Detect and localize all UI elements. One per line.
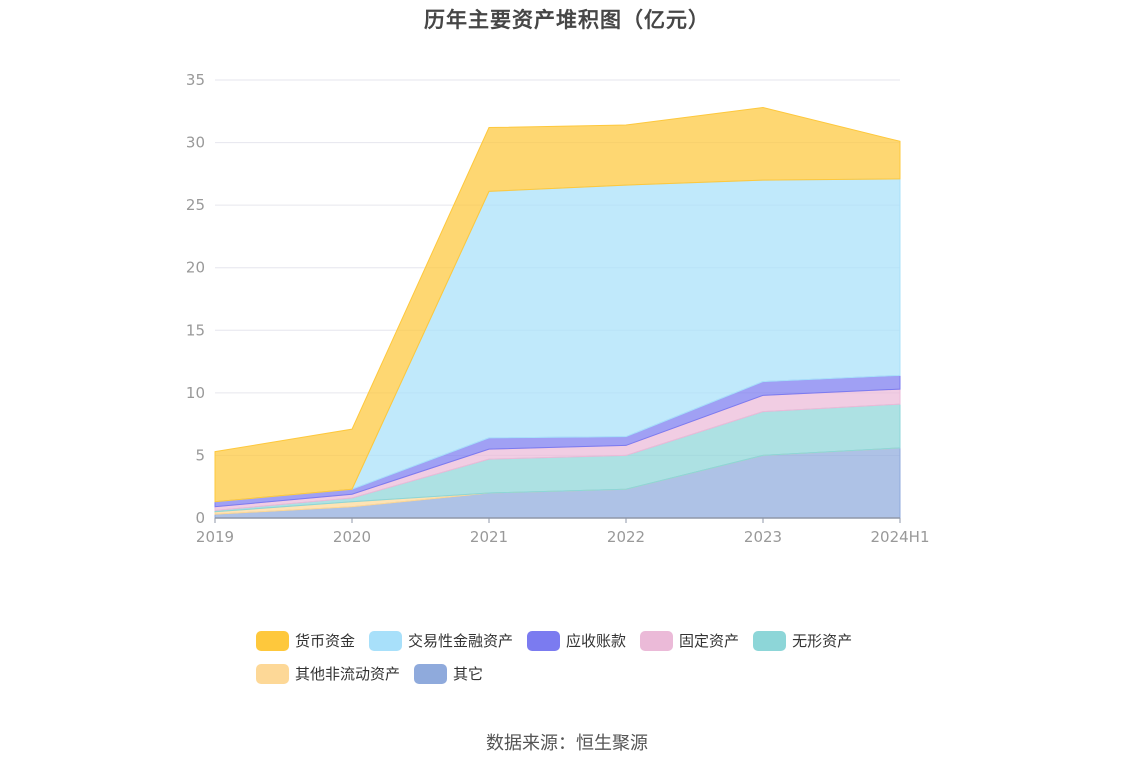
x-tick-label: 2023 <box>744 528 782 546</box>
legend-swatch <box>256 663 289 684</box>
legend-label: 无形资产 <box>792 632 853 650</box>
y-tick-label: 15 <box>186 321 205 339</box>
legend-label: 固定资产 <box>679 632 740 650</box>
legend-item[interactable]: 无形资产 <box>753 630 852 651</box>
y-tick-label: 0 <box>195 509 205 527</box>
chart-title: 历年主要资产堆积图（亿元） <box>424 8 710 32</box>
legend-swatch <box>640 630 674 651</box>
data-source: 数据来源：恒生聚源 <box>486 733 648 754</box>
legend-swatch <box>369 630 403 651</box>
legend-swatch <box>527 630 561 651</box>
area-layer <box>214 107 901 519</box>
legend-item[interactable]: 应收账款 <box>527 630 626 651</box>
y-tick-label: 20 <box>186 259 205 277</box>
legend-item[interactable]: 交易性金融资产 <box>369 630 513 651</box>
legend-label: 货币资金 <box>295 632 356 650</box>
legend-item[interactable]: 货币资金 <box>256 630 355 651</box>
axes: 0 5 10 15 20 25 30 35 2019 2020 2021 2022 2023 2024H1 <box>186 71 930 546</box>
stacked-area-chart: 0 5 10 15 20 25 30 35 2019 2020 2021 2022 2023 2024H1 <box>186 71 930 546</box>
legend-item[interactable]: 固定资产 <box>640 630 739 651</box>
y-tick-label: 35 <box>186 71 205 89</box>
legend-label: 其它 <box>453 665 484 683</box>
legend: 货币资金 交易性金融资产 应收账款 固定资产 无形资产其他非流动资产 其它 <box>256 630 936 684</box>
x-tick-label: 2021 <box>470 528 508 546</box>
y-tick-label: 10 <box>186 384 205 402</box>
legend-label: 交易性金融资产 <box>408 632 514 650</box>
x-tick-label: 2024H1 <box>871 528 930 546</box>
x-tick-label: 2019 <box>196 528 234 546</box>
x-tick-label: 2020 <box>333 528 371 546</box>
legend-label: 其他非流动资产 <box>295 665 401 683</box>
legend-label: 应收账款 <box>566 632 627 650</box>
x-tick-label: 2022 <box>607 528 645 546</box>
legend-item[interactable]: 其他非流动资产 <box>256 663 400 684</box>
legend-swatch <box>753 630 787 651</box>
legend-swatch <box>256 630 289 651</box>
y-tick-label: 30 <box>186 134 205 152</box>
area-货币资金 <box>214 107 901 503</box>
y-tick-label: 5 <box>195 446 205 464</box>
y-tick-label: 25 <box>186 196 205 214</box>
legend-item[interactable]: 其它 <box>414 663 483 684</box>
legend-swatch <box>414 663 448 684</box>
